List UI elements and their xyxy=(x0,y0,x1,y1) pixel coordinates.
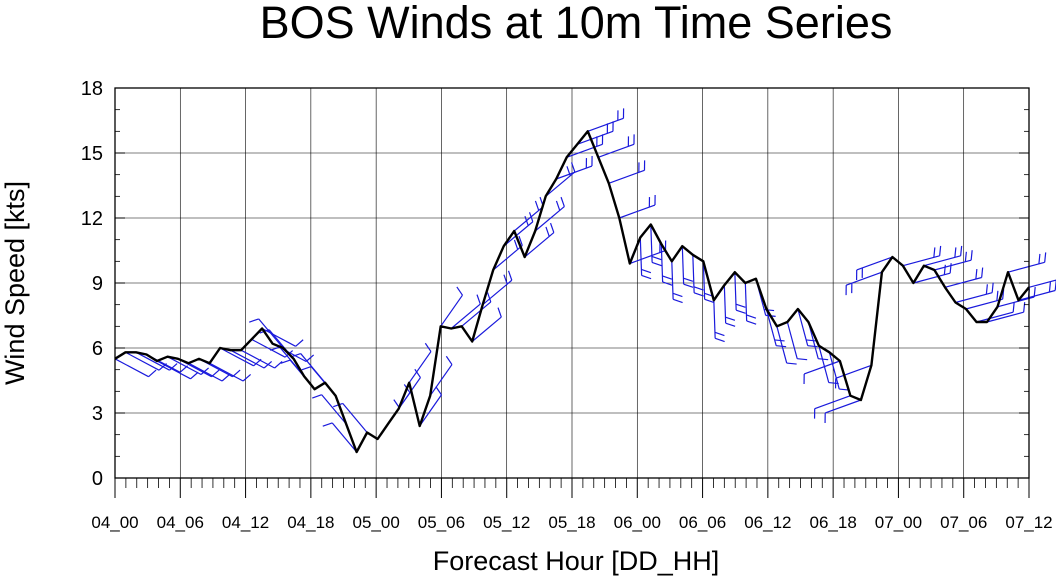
wind-barb xyxy=(429,355,453,397)
x-tick-label: 04_06 xyxy=(157,513,204,532)
wind-barb xyxy=(1028,279,1056,288)
y-axis-label: Wind Speed [kts] xyxy=(0,181,30,385)
wind-barb xyxy=(855,256,893,281)
wind-barb xyxy=(398,368,421,410)
wind-barb xyxy=(240,349,283,369)
wind-barb xyxy=(944,267,984,288)
x-tick-label: 05_12 xyxy=(483,513,530,532)
wind-barb xyxy=(492,235,523,271)
x-tick-label: 05_00 xyxy=(353,513,400,532)
wind-barb xyxy=(813,395,851,419)
y-tick-label: 0 xyxy=(92,468,103,490)
wind-barb xyxy=(845,271,883,296)
wind-barb xyxy=(681,246,694,288)
x-axis-ticks: 04_00 04_06 04_12 04_18 05_00 05_06 05_12 05_18… xyxy=(91,478,1053,532)
wind-barb xyxy=(450,294,481,329)
x-tick-label: 06_12 xyxy=(744,513,791,532)
y-tick-label: 6 xyxy=(92,338,103,360)
wind-barb xyxy=(534,196,565,232)
wind-barb xyxy=(818,345,839,385)
wind-barb xyxy=(471,307,502,342)
x-tick-label: 06_00 xyxy=(614,513,661,532)
chart-title: BOS Winds at 10m Time Series xyxy=(260,0,893,48)
wind-barb xyxy=(587,108,625,132)
wind-barb xyxy=(786,321,808,361)
wind-barb xyxy=(671,261,683,304)
wind-barb xyxy=(566,134,604,158)
y-tick-label: 18 xyxy=(81,78,103,100)
x-tick-label: 07_06 xyxy=(940,513,987,532)
wind-barb xyxy=(419,386,442,427)
wind-barb xyxy=(902,245,942,267)
wind-barb xyxy=(660,243,673,286)
wind-barb xyxy=(156,360,199,380)
wind-barb xyxy=(461,292,492,327)
wind-barb xyxy=(723,285,736,327)
wind-barb xyxy=(986,302,1026,323)
wind-barb xyxy=(577,121,614,145)
x-tick-label: 04_12 xyxy=(222,513,269,532)
wind-barb xyxy=(312,394,347,425)
wind-barb xyxy=(976,302,1015,323)
wind-barb xyxy=(249,318,284,349)
wind-barb xyxy=(482,270,513,306)
wind-barb xyxy=(803,360,841,385)
x-tick-label: 07_12 xyxy=(1005,513,1052,532)
wind-barb xyxy=(834,364,872,389)
x-tick-label: 07_00 xyxy=(875,513,922,532)
wind-barb xyxy=(322,422,358,453)
wind-barb xyxy=(114,358,157,378)
wind-barb xyxy=(598,134,635,158)
wind-barb xyxy=(135,351,178,371)
wind-barbs xyxy=(114,108,1056,453)
wind-barb xyxy=(934,250,973,271)
wind-barb xyxy=(713,300,725,343)
wind-barb xyxy=(797,308,818,348)
wind-barb xyxy=(692,254,704,297)
wind-barb xyxy=(765,308,787,348)
wind-barb xyxy=(209,362,252,382)
wind-barb xyxy=(1018,280,1056,301)
wind-barb xyxy=(556,155,593,180)
wind-speed-series xyxy=(114,130,1030,454)
wind-barb xyxy=(608,160,646,184)
y-axis-ticks: 0 3 6 9 12 15 18 xyxy=(81,78,1029,490)
wind-barb xyxy=(1007,252,1047,273)
x-tick-label: 05_18 xyxy=(548,513,595,532)
wind-barb xyxy=(408,342,432,384)
wind-barb xyxy=(913,263,952,284)
x-axis-label: Forecast Hour [DD_HH] xyxy=(433,546,720,576)
y-tick-label: 9 xyxy=(92,273,103,295)
y-tick-label: 15 xyxy=(81,143,103,165)
x-tick-label: 04_18 xyxy=(287,513,334,532)
y-tick-label: 12 xyxy=(81,208,103,230)
wind-barb xyxy=(923,245,963,267)
wind-barb xyxy=(744,282,757,325)
wind-barb xyxy=(776,326,797,365)
wind-barb xyxy=(440,286,463,327)
wind-barb xyxy=(524,222,555,258)
wind-speed-line xyxy=(114,130,1030,454)
wind-barb xyxy=(230,349,273,369)
wind-barb xyxy=(824,399,862,424)
wind-barb xyxy=(955,282,994,304)
y-tick-label: 3 xyxy=(92,403,103,425)
x-tick-label: 06_18 xyxy=(810,513,857,532)
wind-barb xyxy=(333,402,368,433)
wind-barb xyxy=(619,194,656,219)
wind-barb xyxy=(639,237,652,280)
wind-barb xyxy=(188,362,231,382)
grid xyxy=(115,88,1029,478)
wind-barb xyxy=(650,224,662,267)
wind-barb xyxy=(734,272,746,314)
x-tick-label: 04_00 xyxy=(91,513,138,532)
x-tick-label: 05_06 xyxy=(418,513,465,532)
x-tick-label: 06_06 xyxy=(679,513,726,532)
wind-barb xyxy=(261,327,304,347)
